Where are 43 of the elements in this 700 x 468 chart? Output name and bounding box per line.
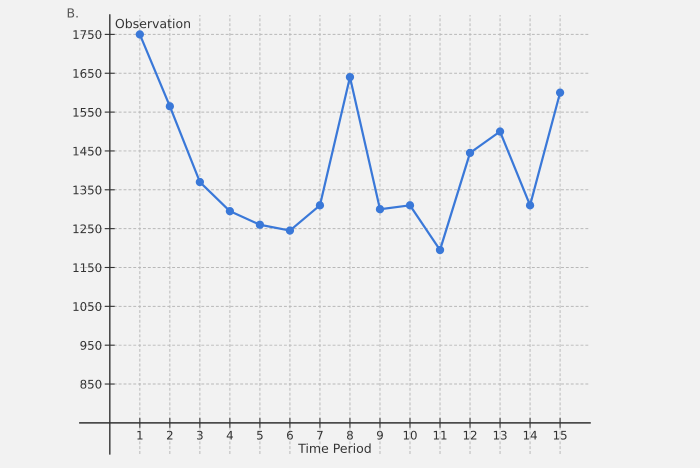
x-tick-label: 6 [286, 430, 293, 440]
y-tick-label: 1550 [73, 108, 102, 117]
point [286, 226, 294, 235]
point [526, 201, 534, 210]
point [496, 127, 504, 136]
x-tick-label: 1 [137, 430, 142, 440]
x-tick-label: 12 [464, 430, 476, 440]
x-tick-label: 7 [317, 430, 323, 440]
point [196, 178, 204, 186]
x-tick-label: 2 [166, 430, 172, 440]
x-tick-label: 4 [226, 430, 233, 440]
point [316, 201, 324, 210]
y-tick-label: 850 [80, 380, 102, 389]
x-axis-title: Time Period [298, 443, 371, 454]
y-tick-label: 1450 [73, 146, 102, 156]
x-tick-label: 8 [347, 430, 353, 440]
y-tick-label: 1150 [73, 263, 102, 272]
x-tick-label: 10 [404, 430, 417, 440]
x-tick-label: 13 [494, 430, 507, 440]
x-tick-label: 9 [376, 430, 383, 440]
y-axis-title: Observation [116, 18, 190, 28]
point [166, 102, 174, 110]
y-tick-label: 1050 [73, 302, 102, 311]
point [556, 88, 564, 97]
point [226, 206, 234, 216]
point [376, 205, 384, 214]
x-tick-label: 14 [524, 430, 537, 440]
point [256, 220, 264, 229]
x-tick-label: 15 [554, 430, 567, 440]
text: B. [68, 8, 78, 18]
x-tick-label: 11 [434, 430, 446, 440]
x-tick-label: 3 [197, 430, 203, 440]
x-tick-label: 5 [257, 430, 263, 440]
point [406, 201, 414, 210]
y-tick-label: 1250 [73, 224, 102, 234]
point [436, 246, 444, 254]
y-tick-label: 950 [80, 340, 102, 350]
point [136, 30, 144, 39]
point [346, 72, 354, 82]
point [466, 148, 474, 158]
y-tick-label: 1750 [73, 30, 102, 40]
y-tick-label: 1650 [73, 68, 102, 78]
y-tick-label: 1350 [73, 186, 102, 194]
